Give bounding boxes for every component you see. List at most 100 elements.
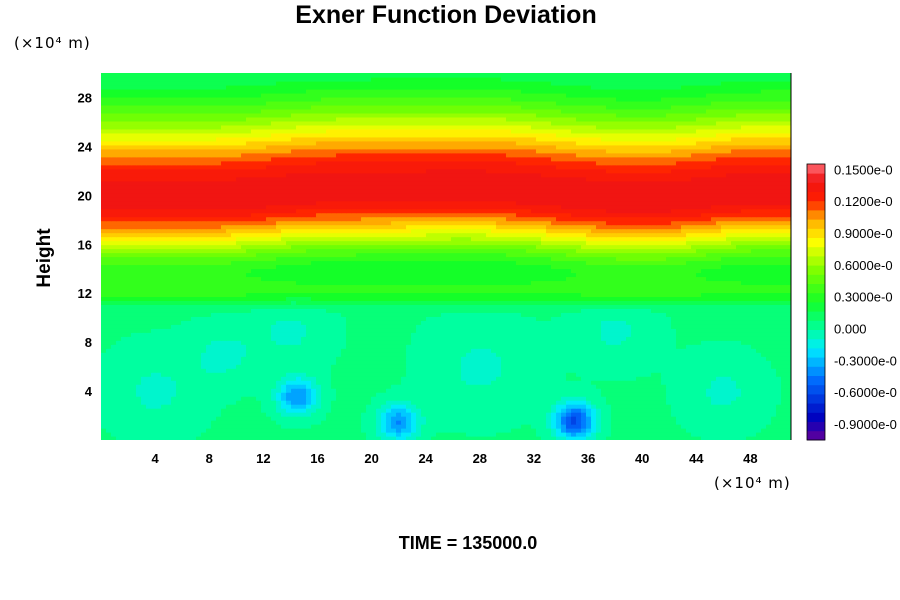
- heatmap-cell: [226, 376, 232, 381]
- heatmap-cell: [266, 400, 272, 405]
- heatmap-cell: [196, 332, 202, 337]
- heatmap-cell: [586, 324, 592, 329]
- heatmap-cell: [426, 340, 432, 345]
- heatmap-cell: [361, 412, 367, 417]
- heatmap-cell: [586, 328, 592, 333]
- heatmap-cell: [616, 300, 622, 305]
- heatmap-cell: [606, 392, 612, 397]
- heatmap-cell: [776, 392, 782, 397]
- heatmap-cell: [336, 316, 342, 321]
- heatmap-cell: [711, 412, 717, 417]
- heatmap-cell: [331, 316, 337, 321]
- heatmap-cell: [131, 392, 137, 397]
- heatmap-cell: [646, 408, 652, 413]
- heatmap-cell: [306, 352, 312, 357]
- heatmap-cell: [476, 396, 482, 401]
- heatmap-cell: [756, 312, 762, 317]
- heatmap-cell: [141, 324, 147, 329]
- heatmap-cell: [776, 300, 782, 305]
- heatmap-cell: [651, 332, 657, 337]
- heatmap-cell: [686, 364, 692, 369]
- heatmap-cell: [181, 336, 187, 341]
- heatmap-cell: [331, 408, 337, 413]
- heatmap-cell: [636, 368, 642, 373]
- heatmap-cell: [101, 300, 107, 305]
- heatmap-cell: [626, 368, 632, 373]
- heatmap-cell: [736, 376, 742, 381]
- heatmap-cell: [456, 408, 462, 413]
- heatmap-cell: [766, 424, 772, 429]
- heatmap-cell: [376, 400, 382, 405]
- heatmap-cell: [421, 340, 427, 345]
- heatmap-cell: [676, 416, 682, 421]
- heatmap-cell: [536, 388, 542, 393]
- heatmap-cell: [531, 380, 537, 385]
- heatmap-cell: [706, 312, 712, 317]
- heatmap-cell: [386, 412, 392, 417]
- heatmap-cell: [181, 416, 187, 421]
- heatmap-cell: [726, 424, 732, 429]
- heatmap-cell: [646, 364, 652, 369]
- heatmap-cell: [651, 400, 657, 405]
- heatmap-cell: [526, 368, 532, 373]
- heatmap-cell: [681, 320, 687, 325]
- heatmap-cell: [176, 328, 182, 333]
- heatmap-cell: [721, 424, 727, 429]
- heatmap-cell: [601, 296, 607, 301]
- heatmap-cell: [546, 424, 552, 429]
- heatmap-cell: [296, 332, 302, 337]
- heatmap-cell: [681, 316, 687, 321]
- heatmap-cell: [576, 412, 582, 417]
- heatmap-cell: [521, 308, 527, 313]
- heatmap-cell: [566, 412, 572, 417]
- heatmap-cell: [111, 384, 117, 389]
- heatmap-cell: [606, 372, 612, 377]
- heatmap-cell: [731, 380, 737, 385]
- heatmap-cell: [781, 312, 787, 317]
- heatmap-cell: [596, 436, 602, 440]
- heatmap-cell: [681, 400, 687, 405]
- heatmap-cell: [581, 348, 587, 353]
- heatmap-cell: [596, 340, 602, 345]
- heatmap-cell: [181, 392, 187, 397]
- heatmap-cell: [231, 368, 237, 373]
- heatmap-cell: [546, 308, 552, 313]
- heatmap-cell: [156, 372, 162, 377]
- heatmap-cell: [441, 336, 447, 341]
- heatmap-cell: [556, 336, 562, 341]
- heatmap-cell: [526, 404, 532, 409]
- heatmap-cell: [216, 344, 222, 349]
- heatmap-cell: [501, 412, 507, 417]
- heatmap-cell: [286, 296, 292, 301]
- heatmap-cell: [491, 324, 497, 329]
- heatmap-cell: [526, 392, 532, 397]
- heatmap-cell: [186, 392, 192, 397]
- heatmap-cell: [126, 424, 132, 429]
- heatmap-cell: [571, 420, 577, 425]
- heatmap-cell: [466, 388, 472, 393]
- heatmap-cell: [461, 412, 467, 417]
- heatmap-cell: [646, 424, 652, 429]
- heatmap-cell: [251, 424, 257, 429]
- heatmap-cell: [276, 364, 282, 369]
- heatmap-cell: [361, 436, 367, 440]
- heatmap-cell: [211, 356, 217, 361]
- heatmap-cell: [776, 332, 782, 337]
- heatmap-cell: [296, 308, 302, 313]
- heatmap-cell: [276, 312, 282, 317]
- heatmap-cell: [761, 392, 767, 397]
- heatmap-cell: [281, 424, 287, 429]
- heatmap-cell: [381, 296, 387, 301]
- heatmap-cell: [101, 336, 107, 341]
- heatmap-cell: [516, 344, 522, 349]
- heatmap-cell: [401, 316, 407, 321]
- heatmap-cell: [686, 300, 692, 305]
- heatmap-cell: [646, 428, 652, 433]
- heatmap-cell: [676, 408, 682, 413]
- heatmap-cell: [131, 384, 137, 389]
- heatmap-cell: [411, 316, 417, 321]
- heatmap-cell: [496, 316, 502, 321]
- heatmap-cell: [741, 360, 747, 365]
- heatmap-cell: [731, 308, 737, 313]
- heatmap-cell: [406, 304, 412, 309]
